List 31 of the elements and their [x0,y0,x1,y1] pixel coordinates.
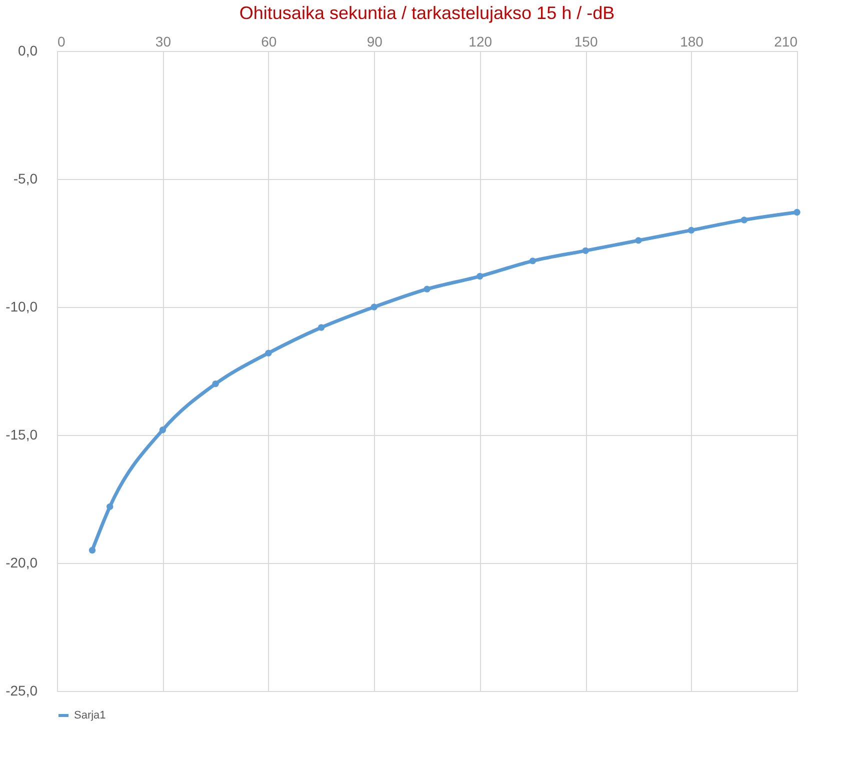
y-tick-label: -10,0 [6,298,38,314]
x-tick-label: 60 [261,34,277,50]
point [582,247,589,254]
x-tick-label: 30 [155,34,172,50]
x-tick-label: 150 [574,34,598,50]
y-tick-label: -20,0 [6,554,38,570]
y-tick-label: -25,0 [6,682,38,698]
point [265,350,272,356]
point [370,304,378,310]
x-tick-label: 180 [680,34,704,50]
x-tick-label: 120 [468,34,492,50]
point [688,226,695,234]
x-tick-label: 0 [58,34,66,50]
x-tick-label: 210 [774,34,798,50]
chart-title: Ohitusaika sekuntia / tarkastelujakso 15 h / -dB [239,3,615,23]
point [424,286,430,292]
point [159,426,166,434]
point [740,216,748,224]
point [88,546,96,554]
point [212,380,219,388]
y-tick-label: -15,0 [6,426,38,442]
point [635,237,642,244]
point [794,208,800,216]
y-tick-label: 0,0 [18,42,38,58]
point [106,503,114,510]
x-tick-label: 90 [366,34,383,50]
y-tick-label: -5,0 [13,170,38,186]
point [318,324,325,331]
point [476,272,484,280]
point [529,258,536,264]
legend-label: Sarja1 [74,710,106,722]
